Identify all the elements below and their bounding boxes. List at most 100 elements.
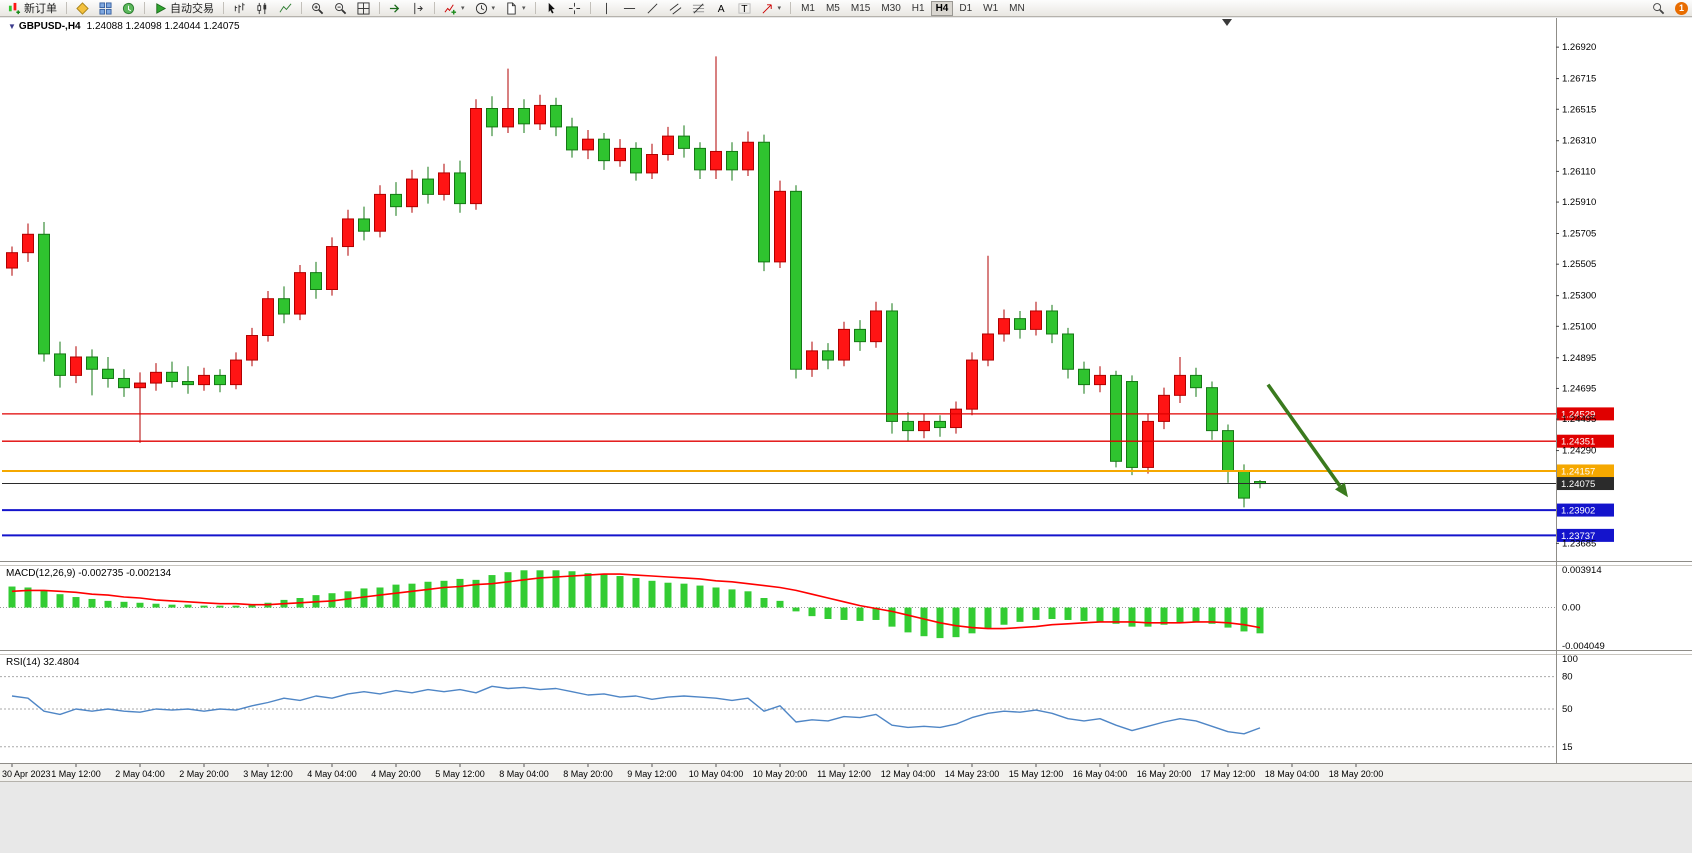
charts-grid-button[interactable] <box>95 1 116 16</box>
chart-shift-marker[interactable] <box>1222 19 1232 26</box>
zoom-out-icon <box>335 2 347 14</box>
dropdown-caret-icon: ▾ <box>461 5 465 12</box>
svg-text:A: A <box>717 4 724 15</box>
text-tool-button[interactable]: A <box>711 1 732 16</box>
timeframe-button-M5[interactable]: M5 <box>821 1 845 16</box>
svg-text:17 May 12:00: 17 May 12:00 <box>1201 769 1256 779</box>
channel-tool-button[interactable] <box>665 1 686 16</box>
periods-clock-icon <box>475 2 487 14</box>
market-watch-button[interactable] <box>72 1 93 16</box>
label-tool-button[interactable]: T <box>734 1 755 16</box>
zoom-in-icon <box>312 2 324 14</box>
candlestick-series <box>6 56 1266 508</box>
svg-text:1.26310: 1.26310 <box>1562 136 1596 147</box>
horizontal-line-tool-button[interactable] <box>619 1 640 16</box>
line-chart-button[interactable] <box>275 1 296 16</box>
price-tag-label: 1.24075 <box>1561 479 1595 490</box>
trend-arrow-annotation[interactable] <box>1266 383 1348 498</box>
channel-icon <box>669 2 681 14</box>
price-tag-label: 1.24529 <box>1561 409 1595 420</box>
templates-button[interactable]: ▾ <box>501 1 530 16</box>
tile-windows-button[interactable] <box>353 1 374 16</box>
svg-text:1.25300: 1.25300 <box>1562 291 1596 302</box>
svg-text:8 May 04:00: 8 May 04:00 <box>499 769 549 779</box>
data-window-button[interactable] <box>118 1 139 16</box>
svg-text:1.26920: 1.26920 <box>1562 42 1596 53</box>
fibonacci-tool-button[interactable] <box>688 1 709 16</box>
bar-chart-button[interactable] <box>229 1 250 16</box>
svg-text:16 May 20:00: 16 May 20:00 <box>1137 769 1192 779</box>
timeframe-button-H1[interactable]: H1 <box>907 1 930 16</box>
time-axis-labels: 30 Apr 2023 1 May 12:00 2 May 04:00 2 May 2… <box>2 764 1383 779</box>
toolbar-separator <box>379 2 380 14</box>
rsi-axis-label: 80 <box>1562 672 1573 683</box>
rsi-axis-label: 50 <box>1562 704 1573 715</box>
svg-text:1.26715: 1.26715 <box>1562 74 1596 85</box>
candlestick-chart-icon <box>257 2 267 14</box>
periods-button[interactable]: ▾ <box>471 1 500 16</box>
autotrading-play-icon <box>156 2 167 14</box>
svg-text:10 May 20:00: 10 May 20:00 <box>753 769 808 779</box>
macd-axis-label: -0.004049 <box>1562 641 1605 652</box>
svg-text:16 May 04:00: 16 May 04:00 <box>1073 769 1128 779</box>
timeframe-button-H4[interactable]: H4 <box>930 0 954 16</box>
vertical-line-tool-button[interactable] <box>596 1 617 16</box>
zoom-in-button[interactable] <box>307 1 328 16</box>
chart-collapse-icon[interactable]: ▼ <box>8 22 16 31</box>
autotrading-button[interactable]: 自动交易 <box>150 1 218 16</box>
svg-text:T: T <box>741 4 747 15</box>
trendline-icon <box>647 3 658 13</box>
toolbar: 新订单 自动交易 <box>0 0 1692 17</box>
svg-text:14 May 23:00: 14 May 23:00 <box>945 769 1000 779</box>
rsi-line <box>11 685 1261 735</box>
timeframe-button-D1[interactable]: D1 <box>954 1 977 16</box>
candlestick-chart-button[interactable] <box>252 1 273 16</box>
svg-text:18 May 04:00: 18 May 04:00 <box>1265 769 1320 779</box>
market-watch-icon <box>76 1 89 15</box>
arrows-tool-button[interactable]: ▾ <box>757 1 786 16</box>
trendline-tool-button[interactable] <box>642 1 663 16</box>
new-order-label: 新订单 <box>24 3 57 15</box>
templates-icon <box>507 1 516 15</box>
toolbar-separator <box>301 2 302 14</box>
price-tag <box>1557 503 1614 517</box>
cursor-tool-button[interactable] <box>541 1 562 16</box>
price-tag <box>1557 464 1614 478</box>
svg-text:8 May 20:00: 8 May 20:00 <box>563 769 613 779</box>
search-button[interactable] <box>1648 1 1669 16</box>
macd-axis-label: 0.00 <box>1562 603 1581 614</box>
zoom-out-button[interactable] <box>330 1 351 16</box>
new-order-button[interactable]: 新订单 <box>4 1 61 16</box>
indicators-button[interactable]: ▾ <box>440 1 469 16</box>
svg-text:1.24495: 1.24495 <box>1562 414 1596 425</box>
search-icon <box>1653 2 1665 14</box>
timeframe-group: M1 M5 M15 M30 H1 H4 D1 W1 MN <box>796 0 1030 16</box>
price-tag <box>1557 477 1614 491</box>
price-tag <box>1557 528 1614 542</box>
svg-text:5 May 12:00: 5 May 12:00 <box>435 769 485 779</box>
dropdown-caret-icon: ▾ <box>491 5 496 12</box>
rsi-indicator-label: RSI(14) 32.4804 <box>6 657 80 668</box>
cursor-icon <box>548 2 555 14</box>
toolbar-right-tools: 1 <box>1648 1 1688 16</box>
svg-text:1.24695: 1.24695 <box>1562 383 1596 394</box>
dropdown-caret-icon: ▾ <box>777 5 782 12</box>
timeframe-button-M30[interactable]: M30 <box>876 1 905 16</box>
auto-scroll-button[interactable] <box>385 1 406 16</box>
notification-badge[interactable]: 1 <box>1675 1 1688 15</box>
crosshair-tool-button[interactable] <box>564 1 585 16</box>
timeframe-button-MN[interactable]: MN <box>1004 1 1030 16</box>
price-tag-label: 1.24351 <box>1561 437 1595 448</box>
price-tag-label: 1.23902 <box>1561 506 1595 517</box>
timeframe-button-M15[interactable]: M15 <box>846 1 875 16</box>
svg-text:18 May 20:00: 18 May 20:00 <box>1329 769 1384 779</box>
price-tag-label: 1.24157 <box>1561 466 1595 477</box>
svg-text:4 May 20:00: 4 May 20:00 <box>371 769 421 779</box>
timeframe-button-M1[interactable]: M1 <box>796 1 820 16</box>
svg-text:1.26515: 1.26515 <box>1562 104 1596 115</box>
chart-shift-button[interactable] <box>408 1 429 16</box>
timeframe-button-W1[interactable]: W1 <box>978 1 1003 16</box>
svg-text:11 May 12:00: 11 May 12:00 <box>817 769 871 779</box>
svg-text:1.24895: 1.24895 <box>1562 353 1596 364</box>
